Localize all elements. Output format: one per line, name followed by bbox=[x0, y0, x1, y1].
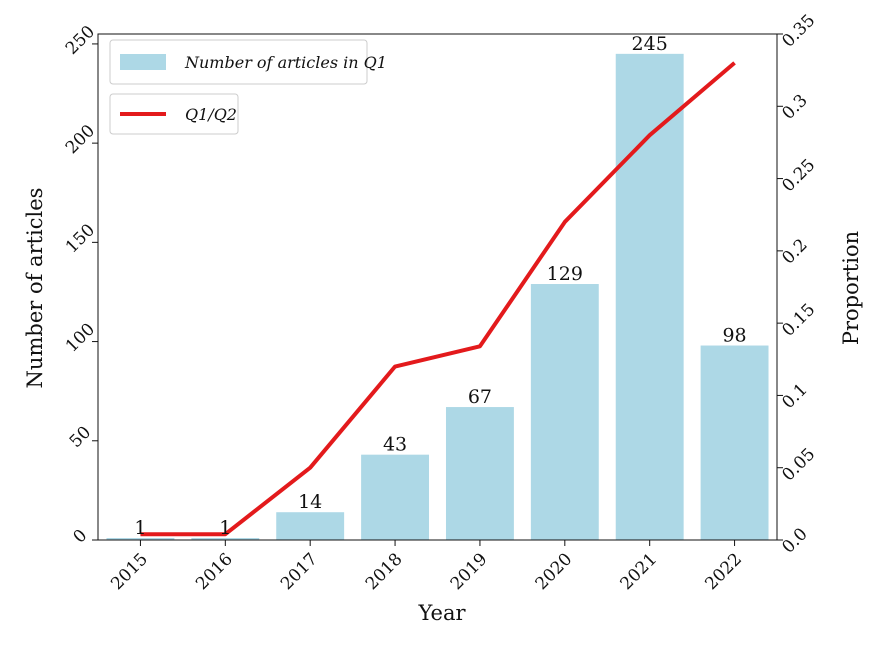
data-label-2017: 14 bbox=[298, 491, 322, 513]
y2-tick-label-0.0: 0.0 bbox=[778, 524, 811, 557]
data-label-2019: 67 bbox=[468, 386, 492, 408]
y2-tick-label-0.05: 0.05 bbox=[778, 444, 819, 485]
y2-axis-label: Proportion bbox=[839, 231, 863, 345]
x-axis-ticks: 2015 2016 2017 2018 2019 2020 2021 2022 bbox=[107, 540, 746, 594]
y2-tick-label-0.1: 0.1 bbox=[778, 380, 811, 413]
y2-tick-label-0.3: 0.3 bbox=[778, 91, 811, 124]
x-axis-label: Year bbox=[417, 601, 466, 625]
y2-tick-label-0.35: 0.35 bbox=[778, 11, 819, 52]
legend-line-label: Q1/Q2 bbox=[185, 105, 237, 124]
bar-2021 bbox=[615, 53, 684, 540]
y2-tick-label-0.25: 0.25 bbox=[778, 155, 819, 196]
bar-2019 bbox=[445, 407, 514, 540]
bar-2020 bbox=[530, 284, 599, 540]
y-tick-label-150: 150 bbox=[62, 220, 99, 257]
data-labels: 1 1 14 43 67 129 245 98 bbox=[134, 33, 746, 539]
y-tick-label-100: 100 bbox=[62, 319, 99, 356]
y2-tick-label-0.15: 0.15 bbox=[778, 300, 819, 341]
data-label-2016: 1 bbox=[219, 517, 231, 539]
y-axis-label: Number of articles bbox=[23, 188, 47, 389]
legend-box-line bbox=[109, 93, 239, 135]
legend-bar-swatch bbox=[120, 54, 166, 70]
y-tick-label-250: 250 bbox=[62, 22, 99, 59]
ratio-line bbox=[140, 61, 736, 537]
bar-2015 bbox=[106, 538, 175, 540]
bar-2017 bbox=[276, 512, 345, 540]
y-tick-label-50: 50 bbox=[66, 423, 95, 452]
legend-bar-label: Number of articles in Q1 bbox=[184, 53, 387, 72]
data-label-2015: 1 bbox=[134, 517, 146, 539]
ratio-line-layer bbox=[140, 61, 736, 537]
data-label-2021: 245 bbox=[632, 33, 668, 55]
x-tick-label-2019: 2019 bbox=[447, 549, 492, 594]
x-tick-label-2015: 2015 bbox=[107, 549, 152, 594]
bar-2016 bbox=[191, 538, 260, 540]
plot-frame bbox=[97, 33, 778, 541]
data-label-2018: 43 bbox=[383, 434, 407, 456]
legend: Number of articles in Q1 Q1/Q2 bbox=[109, 39, 387, 135]
x-tick-label-2021: 2021 bbox=[616, 549, 661, 594]
x-tick-label-2016: 2016 bbox=[192, 549, 237, 594]
left-axis-ticks: 0 50 100 150 200 250 bbox=[62, 22, 99, 548]
data-label-2020: 129 bbox=[547, 263, 583, 285]
x-tick-label-2022: 2022 bbox=[701, 549, 746, 594]
bar-2018 bbox=[361, 454, 430, 540]
x-tick-label-2018: 2018 bbox=[362, 549, 407, 594]
legend-box-bar bbox=[109, 39, 368, 85]
bar-2022 bbox=[700, 345, 769, 540]
y-tick-label-200: 200 bbox=[62, 121, 99, 158]
y-tick-label-0: 0 bbox=[70, 526, 92, 548]
right-axis-ticks: 0.0 0.05 0.1 0.15 0.2 0.25 0.3 0.35 bbox=[777, 11, 819, 558]
x-tick-label-2017: 2017 bbox=[277, 549, 322, 594]
x-tick-label-2020: 2020 bbox=[532, 549, 577, 594]
data-label-2022: 98 bbox=[722, 325, 746, 347]
y2-tick-label-0.2: 0.2 bbox=[778, 235, 811, 268]
